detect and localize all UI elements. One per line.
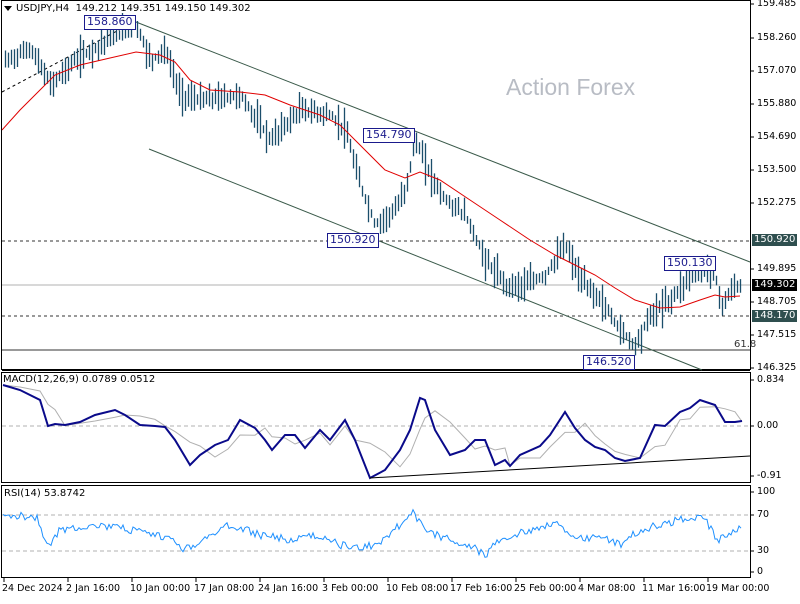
macd-tick-label: -0.91 [757, 470, 782, 481]
level-price-tag: 150.920 [752, 234, 798, 246]
macd-signal-line [2, 384, 743, 468]
price-tick-label: 159.485 [757, 0, 797, 9]
price-tick-label: 157.070 [757, 65, 797, 76]
time-tick-label: 24 Jan 16:00 [258, 583, 319, 594]
level-price-tag: 148.170 [752, 310, 798, 322]
macd-tick-label: 0.834 [757, 374, 785, 385]
time-tick-label: 25 Feb 00:00 [514, 583, 577, 594]
time-tick-label: 10 Feb 08:00 [386, 583, 449, 594]
swing-point-label[interactable]: 150.130 [664, 256, 716, 271]
time-tick-label: 17 Jan 08:00 [194, 583, 255, 594]
price-tick-label: 152.275 [757, 197, 797, 208]
fib-level-label: 61.8 [734, 339, 757, 350]
main-panel-frame [1, 0, 751, 370]
price-bars [4, 13, 742, 356]
rsi-tick-label: 70 [757, 509, 770, 520]
chart-title: USDJPY,H4 149.212 149.351 149.150 149.30… [4, 3, 251, 14]
channel-upper-line [135, 21, 751, 263]
time-tick-label: 19 Mar 00:00 [706, 583, 770, 594]
time-tick-label: 11 Mar 16:00 [642, 583, 706, 594]
price-tick-label: 148.705 [757, 296, 797, 307]
price-tick-label: 155.880 [757, 98, 797, 109]
watermark: Action Forex [506, 74, 636, 100]
time-tick-label: 4 Mar 08:00 [578, 583, 636, 594]
rsi-label: RSI(14) 53.8742 [4, 488, 86, 499]
swing-point-label[interactable]: 150.920 [327, 233, 379, 248]
rsi-line [2, 508, 742, 558]
macd-panel-frame [1, 372, 751, 483]
macd-label: MACD(12,26,9) 0.0789 0.0512 [3, 374, 156, 385]
macd-main-line [2, 384, 743, 480]
price-tick-label: 153.500 [757, 164, 797, 175]
time-tick-label: 17 Feb 16:00 [450, 583, 513, 594]
swing-point-label[interactable]: 154.790 [363, 128, 415, 143]
price-tick-label: 147.515 [757, 329, 797, 340]
current-price-tag: 149.302 [752, 279, 798, 291]
price-tick-label: 158.260 [757, 32, 797, 43]
rsi-tick-label: 0 [757, 566, 764, 577]
dashed-trendline [1, 21, 135, 93]
price-tick-label: 146.325 [757, 362, 797, 373]
time-tick-label: 2 Jan 16:00 [66, 583, 121, 594]
moving-average-line [1, 51, 741, 309]
time-tick-label: 3 Feb 00:00 [322, 583, 379, 594]
channel-lower-line [148, 148, 703, 371]
rsi-tick-label: 100 [757, 486, 776, 497]
rsi-panel-frame [1, 485, 751, 578]
rsi-tick-label: 30 [757, 545, 770, 556]
swing-point-label[interactable]: 158.860 [84, 15, 136, 30]
swing-point-label[interactable]: 146.520 [583, 355, 635, 370]
ohlc-values: 149.212 149.351 149.150 149.302 [75, 3, 251, 14]
price-tick-label: 149.895 [757, 263, 797, 274]
macd-tick-label: 0.00 [757, 420, 779, 431]
price-tick-label: 154.690 [757, 131, 797, 142]
macd-support-trendline [369, 455, 751, 479]
time-tick-label: 10 Jan 00:00 [130, 583, 191, 594]
dropdown-triangle-icon[interactable] [4, 5, 12, 11]
symbol-label: USDJPY,H4 [16, 3, 70, 14]
time-tick-label: 24 Dec 2024 [2, 583, 63, 594]
